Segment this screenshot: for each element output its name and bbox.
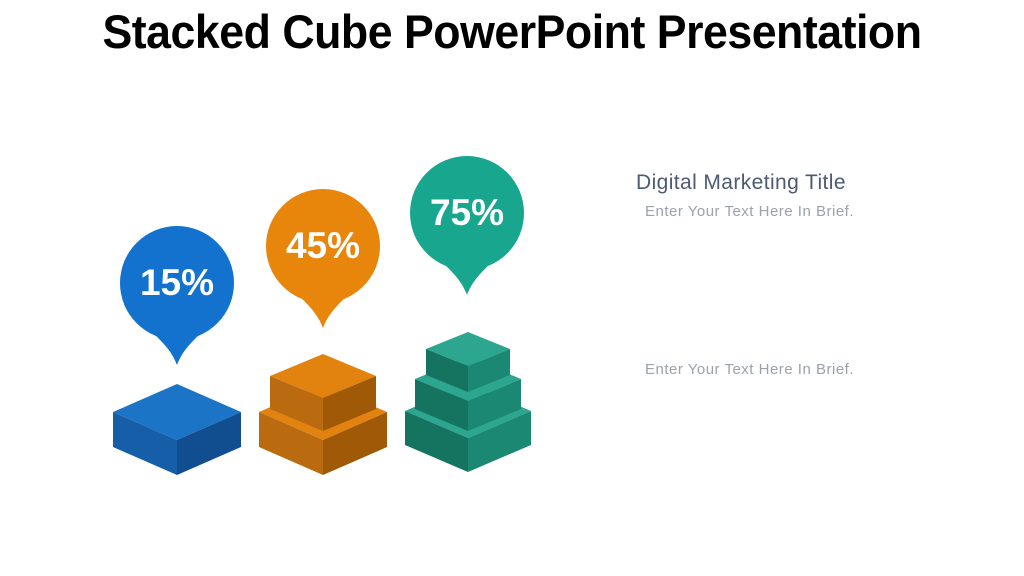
percent-label: 15% (139, 261, 215, 303)
pin-circle (410, 156, 524, 270)
section-title: Digital Marketing Title (636, 171, 846, 194)
blue-percent-pin: 15% (117, 225, 237, 365)
cube-right-face (468, 411, 531, 472)
orange-stacked-cube (259, 354, 387, 475)
balloon-pin-icon (410, 156, 524, 295)
balloon-pin-icon (120, 226, 234, 365)
section-subtitle: Enter Your Text Here In Brief. (645, 203, 854, 220)
orange-cube-stack (253, 352, 393, 483)
cube-left-face (259, 412, 323, 475)
cube-left-face (113, 412, 177, 475)
pin-circle (266, 189, 380, 303)
cube-left-face (405, 411, 468, 472)
percent-label: 45% (285, 224, 361, 266)
slide-title: Stacked Cube PowerPoint Presentation (102, 5, 922, 58)
pin-circle (120, 226, 234, 340)
cube-right-face (468, 379, 521, 431)
percent-label: 75% (429, 191, 505, 233)
cube-right-face (177, 412, 241, 475)
orange-percent-pin: 45% (263, 188, 383, 328)
teal-cube-stack (398, 330, 538, 481)
cube-left-face (270, 376, 323, 431)
cube-left-face (426, 349, 468, 392)
teal-stacked-cube (405, 332, 531, 472)
cube-left-face (415, 379, 468, 431)
cube-right-face (323, 412, 387, 475)
balloon-pin-icon (266, 189, 380, 328)
section-note: Enter Your Text Here In Brief. (645, 361, 854, 378)
cube-right-face (468, 349, 510, 392)
blue-stacked-cube (113, 384, 241, 475)
cube-right-face (323, 376, 376, 431)
teal-percent-pin: 75% (407, 155, 527, 295)
blue-cube-stack (107, 382, 247, 487)
